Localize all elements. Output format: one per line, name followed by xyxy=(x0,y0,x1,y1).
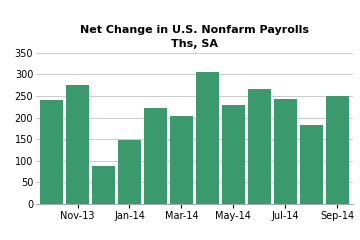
Bar xyxy=(274,99,297,204)
Bar xyxy=(40,100,63,204)
Bar xyxy=(118,140,141,204)
Bar xyxy=(222,105,245,204)
Bar xyxy=(300,125,323,204)
Title: Net Change in U.S. Nonfarm Payrolls
Ths, SA: Net Change in U.S. Nonfarm Payrolls Ths,… xyxy=(80,25,309,49)
Bar xyxy=(326,96,348,204)
Bar xyxy=(92,166,115,204)
Bar xyxy=(144,108,167,204)
Bar xyxy=(196,72,219,204)
Bar xyxy=(170,116,193,204)
Bar xyxy=(248,89,271,204)
Bar xyxy=(66,85,89,204)
